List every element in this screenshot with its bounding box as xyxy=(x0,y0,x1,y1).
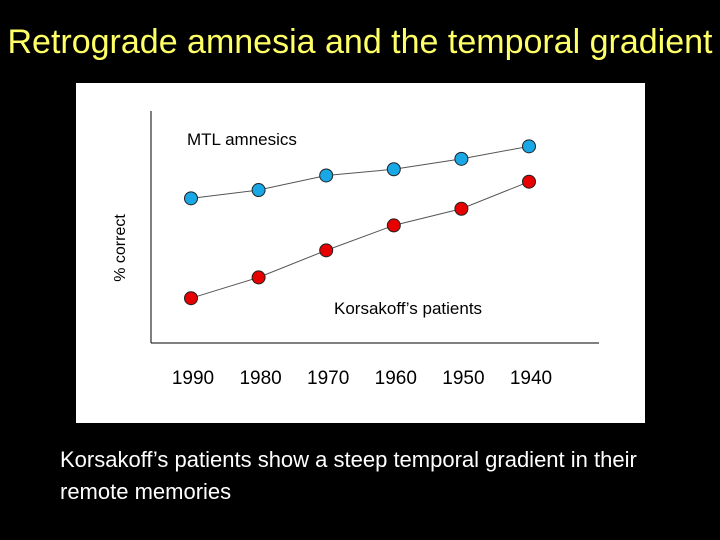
data-point-1-5 xyxy=(522,174,536,189)
data-point-0-3 xyxy=(386,162,401,177)
data-point-0-4 xyxy=(454,151,469,166)
plot-area xyxy=(184,139,536,306)
series-label-mtl: MTL amnesics xyxy=(187,130,297,149)
data-point-0-2 xyxy=(319,168,334,183)
data-point-1-0 xyxy=(184,291,198,306)
x-tick-label: 1980 xyxy=(239,368,281,389)
x-tick-label: 1950 xyxy=(442,368,484,389)
x-tick-labels: 1990 1980 1970 1960 1950 1940 xyxy=(172,368,552,389)
y-axis-label: % correct xyxy=(112,214,129,282)
data-point-1-2 xyxy=(319,243,334,258)
slide-caption: Korsakoff’s patients show a steep tempor… xyxy=(60,447,637,504)
series-line-0 xyxy=(190,145,530,199)
x-tick-label: 1940 xyxy=(510,368,552,389)
data-point-1-3 xyxy=(386,218,401,233)
series-line-1 xyxy=(190,181,530,299)
series-label-korsakoff: Korsakoff’s patients xyxy=(334,299,482,318)
slide-title: Retrograde amnesia and the temporal grad… xyxy=(7,23,713,61)
data-point-0-1 xyxy=(251,183,266,198)
line-chart: % correct MTL amnesics Korsakoff’s patie… xyxy=(112,111,599,389)
x-tick-label: 1960 xyxy=(375,368,417,389)
x-tick-label: 1990 xyxy=(172,368,214,389)
data-point-0-0 xyxy=(184,191,198,206)
data-point-1-1 xyxy=(251,270,266,285)
chart-panel: % correct MTL amnesics Korsakoff’s patie… xyxy=(76,83,645,423)
data-point-1-4 xyxy=(454,201,469,216)
x-tick-label: 1970 xyxy=(307,368,349,389)
data-point-0-5 xyxy=(522,139,536,154)
